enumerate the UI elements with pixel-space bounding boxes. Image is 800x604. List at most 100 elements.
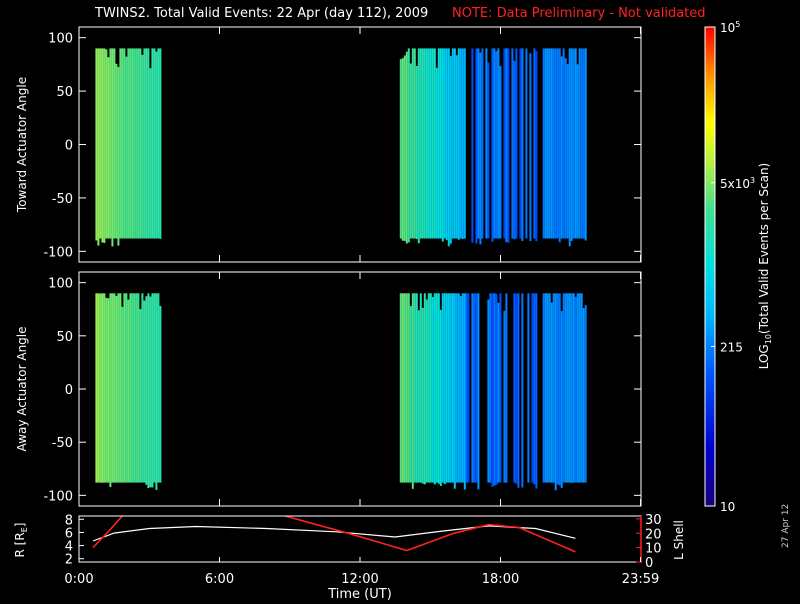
data-column: [143, 48, 146, 239]
data-column: [529, 53, 532, 242]
data-column: [471, 293, 474, 483]
data-column: [439, 48, 442, 239]
data-column: [560, 311, 563, 488]
data-column: [548, 293, 551, 483]
data-block: [399, 293, 466, 490]
data-column: [475, 293, 478, 483]
data-column: [145, 296, 148, 485]
data-column: [570, 293, 573, 483]
data-column: [505, 48, 508, 243]
y-tick-label-right: 0: [645, 556, 653, 571]
data-column: [566, 293, 569, 483]
y-tick-label-right: 20: [645, 527, 662, 542]
data-column: [582, 308, 585, 483]
data-column: [407, 48, 410, 243]
data-column: [467, 293, 470, 483]
data-column: [535, 293, 538, 489]
x-tick-label: 18:00: [482, 572, 519, 587]
data-column: [481, 48, 484, 239]
data-column: [405, 293, 408, 483]
data-column: [95, 293, 98, 483]
data-column: [461, 293, 464, 483]
radial-distance-line: [92, 525, 576, 542]
data-column: [475, 48, 478, 244]
tick-base: 215: [720, 340, 743, 354]
data-column: [457, 293, 460, 483]
data-column: [542, 48, 545, 239]
y-axis-label: Away Actuator Angle: [15, 326, 29, 451]
data-column: [493, 293, 496, 486]
data-column: [542, 293, 545, 483]
data-column: [429, 293, 432, 483]
data-column: [570, 48, 573, 241]
data-column: [427, 293, 430, 483]
data-column: [435, 293, 438, 483]
data-column: [105, 49, 108, 239]
data-column: [463, 48, 466, 239]
data-column: [578, 293, 581, 483]
data-column: [455, 55, 458, 239]
data-column: [409, 306, 412, 483]
data-column: [497, 48, 500, 239]
orbit-y-label-right: L Shell: [672, 520, 686, 560]
data-column: [409, 63, 412, 239]
data-column: [552, 293, 555, 483]
data-column: [401, 293, 404, 483]
data-column: [153, 293, 156, 483]
data-column: [109, 293, 112, 488]
data-column: [554, 293, 557, 491]
data-column: [117, 293, 120, 483]
data-column: [499, 66, 502, 239]
data-column: [451, 293, 454, 483]
data-column: [503, 48, 506, 239]
data-column: [576, 64, 579, 239]
data-column: [125, 293, 128, 483]
y-tick-label: -100: [43, 489, 73, 504]
data-column: [457, 48, 460, 240]
data-column: [519, 48, 522, 239]
label-main: LOG: [757, 344, 771, 369]
orbit-lines: [92, 516, 576, 553]
data-column: [157, 48, 160, 239]
data-column: [429, 48, 432, 239]
data-block: [471, 48, 538, 245]
data-column: [546, 293, 549, 483]
data-column: [568, 293, 571, 483]
data-column: [445, 293, 448, 483]
data-column: [159, 48, 162, 239]
heatmap-panel-toward: 100 50 0 -50 -100 Toward Actuator Angle: [15, 26, 642, 263]
data-column: [111, 48, 114, 247]
y-axis-label: Toward Actuator Angle: [15, 77, 29, 213]
data-column: [399, 293, 402, 483]
data-column: [463, 293, 466, 490]
data-column: [405, 51, 408, 244]
data-column: [95, 48, 98, 241]
data-column: [441, 48, 444, 242]
y-tick-label: 2: [65, 553, 73, 568]
data-column: [421, 307, 424, 484]
data-column: [447, 293, 450, 483]
chart-title: TWINS2. Total Valid Events: 22 Apr (day …: [95, 6, 429, 21]
data-column: [564, 293, 567, 483]
data-block: [542, 48, 587, 247]
data-column: [117, 66, 120, 246]
data-column: [515, 48, 518, 239]
data-column: [143, 300, 146, 483]
colorbar-tick-label: 215: [720, 340, 743, 354]
y-tick-label: 100: [48, 32, 73, 47]
data-column: [505, 293, 508, 483]
x-axis-label: Time (UT): [327, 587, 392, 600]
data-column: [568, 48, 571, 247]
data-column: [477, 293, 480, 490]
data-column: [137, 48, 140, 239]
data-column: [495, 293, 498, 485]
data-column: [111, 293, 114, 483]
y-tick-label: 50: [56, 85, 73, 100]
data-column: [109, 48, 112, 239]
tick-exponent: 3: [750, 176, 755, 185]
data-column: [431, 48, 434, 239]
colorbar-tick-label: 10: [720, 500, 735, 514]
